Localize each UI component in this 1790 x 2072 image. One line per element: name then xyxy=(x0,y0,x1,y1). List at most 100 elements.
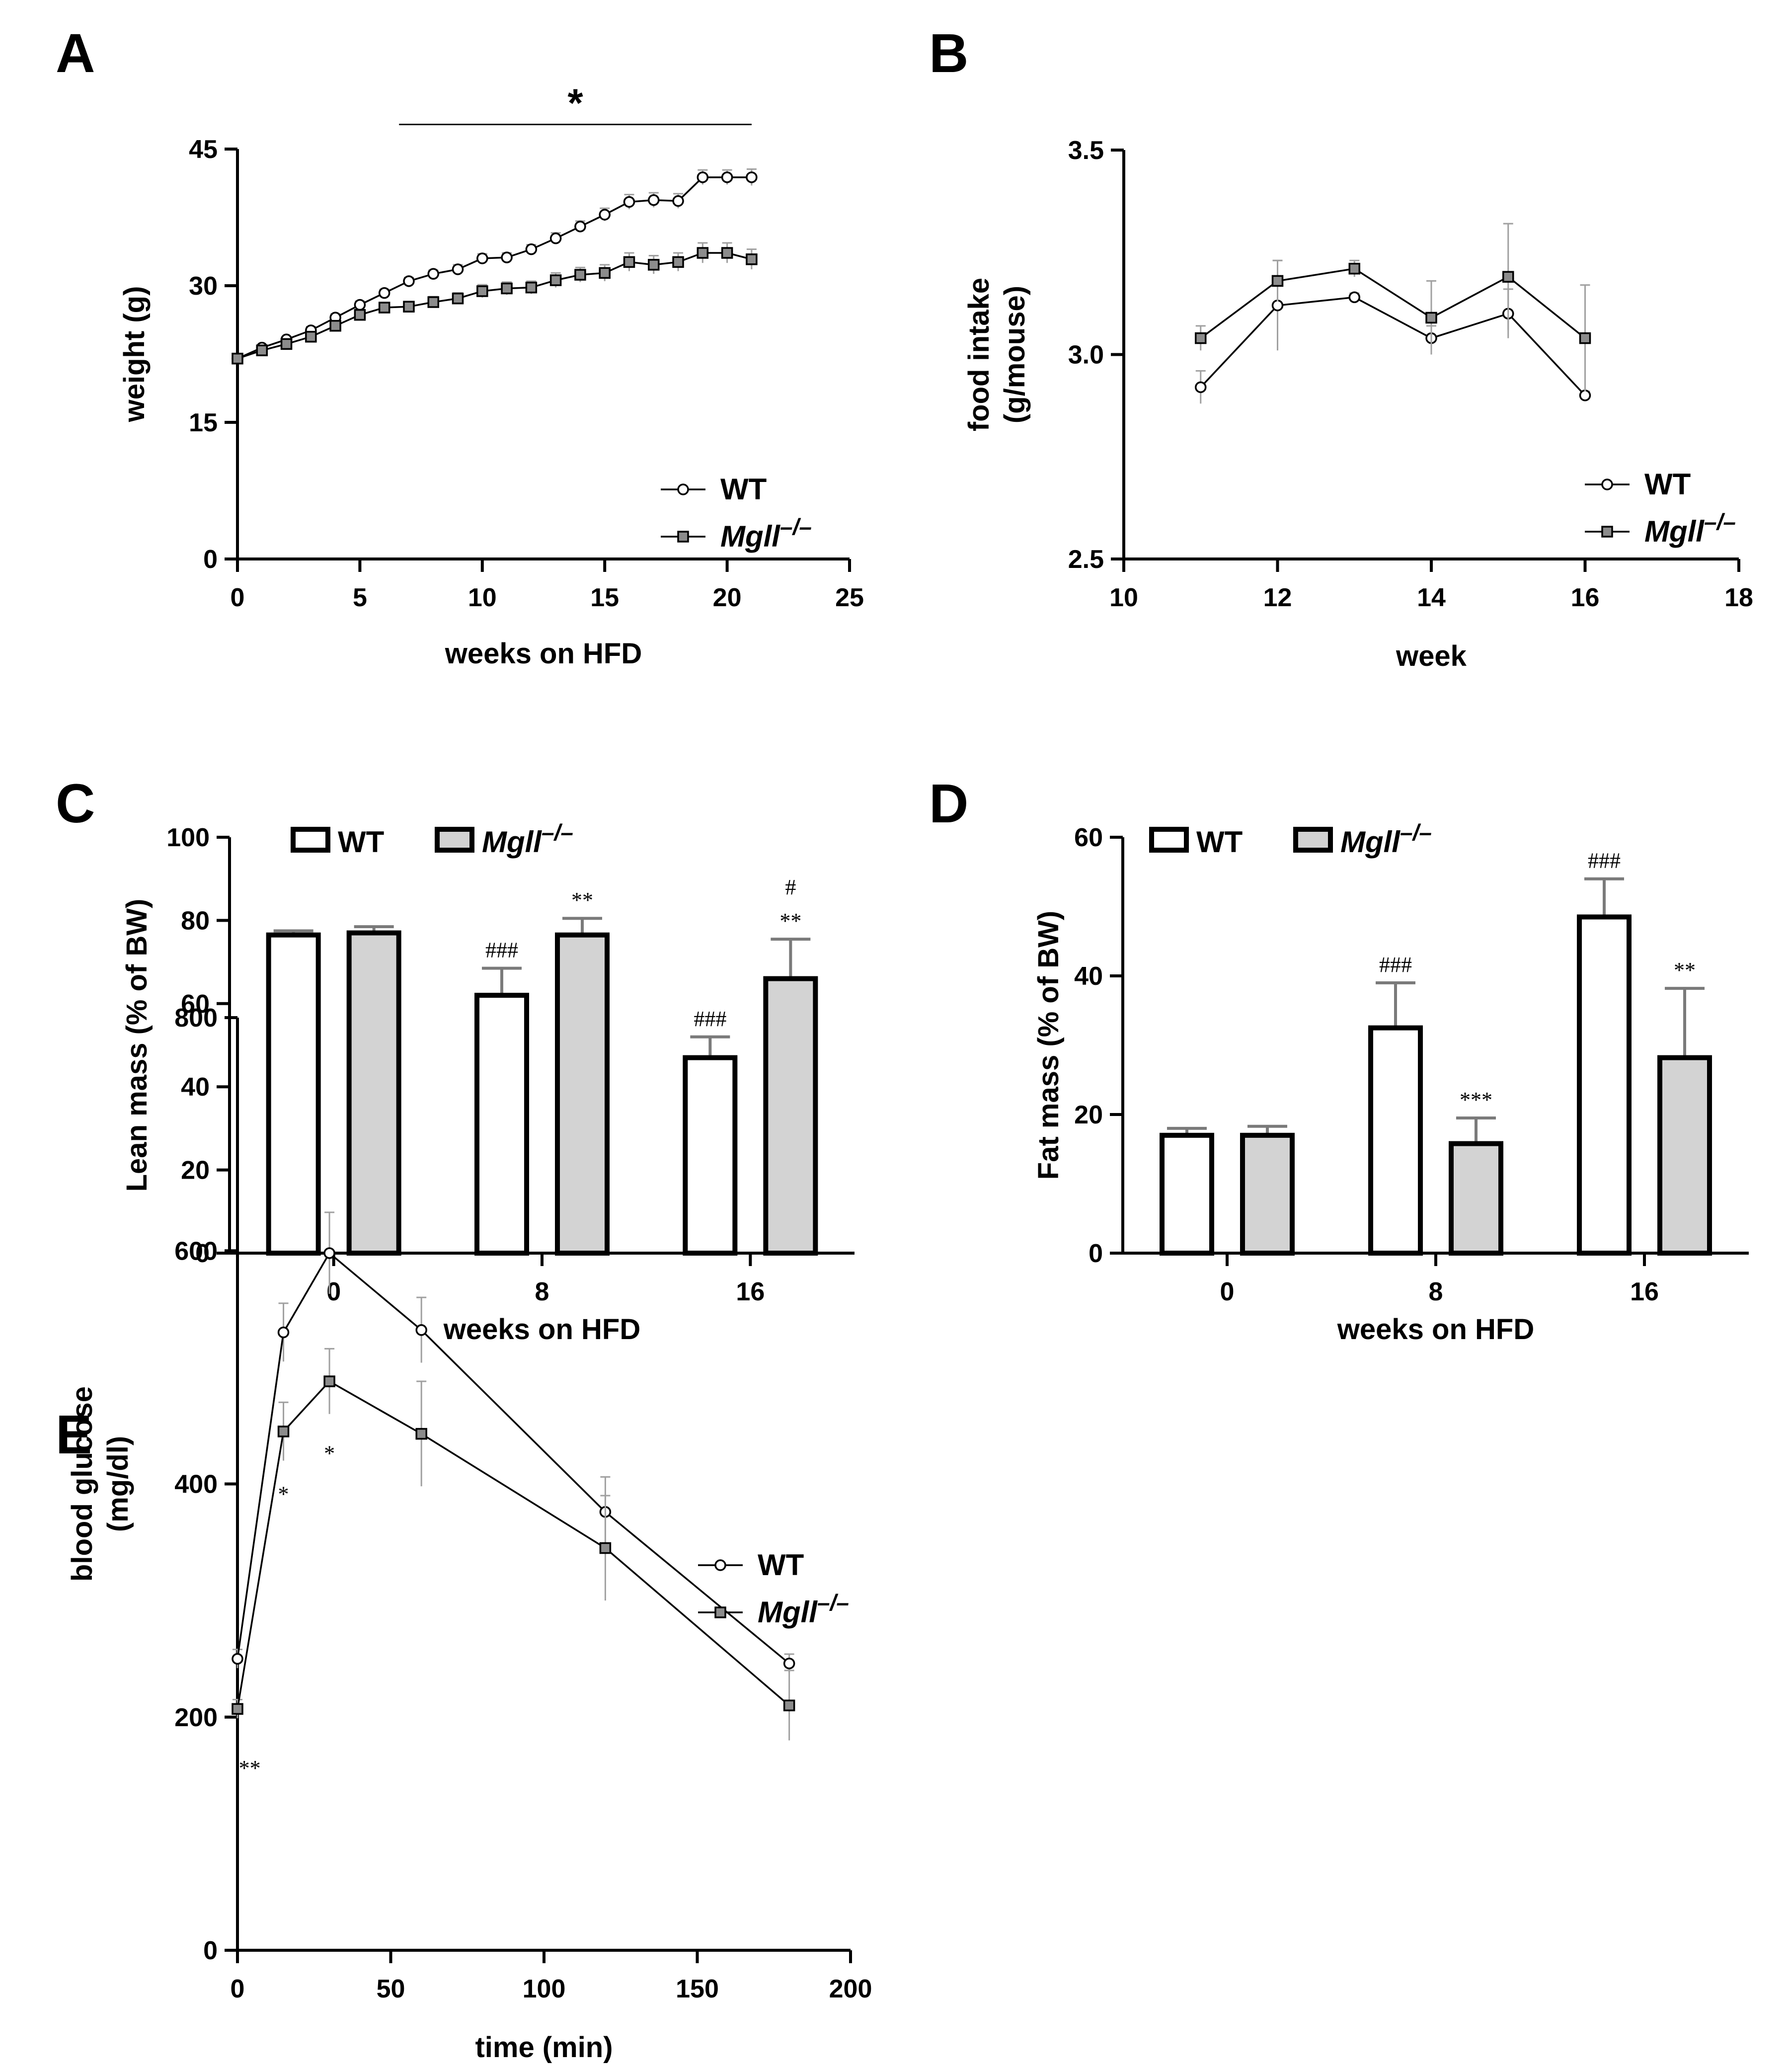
bar-mgll xyxy=(1449,1141,1503,1256)
data-point-mgll xyxy=(1195,332,1207,344)
significance-marker: ### xyxy=(485,938,518,962)
data-point-mgll xyxy=(1502,271,1514,283)
x-tick-label: 25 xyxy=(835,583,864,612)
x-tick-label: 8 xyxy=(535,1277,549,1306)
legend-marker-wt xyxy=(714,1559,726,1571)
data-point-mgll xyxy=(277,1426,290,1437)
x-tick-label: 10 xyxy=(468,583,497,612)
data-point-wt xyxy=(1271,299,1284,312)
legend-label-mgll: Mgll–/– xyxy=(1340,819,1432,859)
data-point-mgll xyxy=(1425,312,1437,324)
bar-wt xyxy=(474,993,529,1256)
bar-mgll xyxy=(1657,1055,1712,1256)
x-tick-label: 200 xyxy=(829,1975,872,2003)
data-point-wt xyxy=(452,263,464,275)
y-tick-label: 60 xyxy=(181,990,210,1019)
data-point-mgll xyxy=(599,267,611,279)
x-tick-label: 18 xyxy=(1724,583,1753,612)
significance-marker: * xyxy=(567,81,583,125)
data-point-mgll xyxy=(476,285,488,297)
significance-marker: ### xyxy=(1588,849,1621,873)
x-tick-label: 16 xyxy=(1630,1277,1659,1306)
legend-marker-mgll xyxy=(677,531,689,543)
significance-marker: ### xyxy=(694,1007,726,1031)
y-axis-title: blood glucose (mg/dl) xyxy=(66,1386,134,1582)
y-axis-title: food intake (g/mouse) xyxy=(963,278,1031,431)
legend-label-mgll: Mgll–/– xyxy=(758,1590,849,1629)
significance-marker: * xyxy=(324,1441,335,1466)
x-tick-label: 0 xyxy=(326,1277,341,1306)
series-line-mgll xyxy=(236,1380,790,1709)
bar-mgll xyxy=(346,930,401,1256)
x-tick-label: 100 xyxy=(523,1975,566,2003)
panel-letter: C xyxy=(56,773,95,834)
data-point-wt xyxy=(599,209,611,221)
legend-label-wt: WT xyxy=(720,473,767,506)
data-point-mgll xyxy=(697,247,709,259)
data-point-mgll xyxy=(783,1699,795,1712)
x-tick-label: 0 xyxy=(1220,1277,1235,1306)
bar-mgll xyxy=(555,932,610,1256)
y-axis-title: weight (g) xyxy=(118,286,151,423)
data-point-wt xyxy=(721,171,733,183)
data-point-mgll xyxy=(1579,332,1591,344)
y-tick-label: 2.5 xyxy=(1068,545,1104,574)
y-tick-label: 30 xyxy=(189,272,218,301)
significance-marker: ** xyxy=(1674,958,1696,982)
y-tick-label: 40 xyxy=(1074,962,1103,991)
x-tick-label: 12 xyxy=(1263,583,1292,612)
y-tick-label: 0 xyxy=(203,545,218,574)
legend-swatch-mgll xyxy=(435,827,474,853)
bar-mgll xyxy=(1240,1132,1295,1256)
legend-label-mgll: Mgll–/– xyxy=(720,514,812,553)
data-point-mgll xyxy=(232,352,243,365)
series-line-mgll xyxy=(237,252,752,360)
y-tick-label: 0 xyxy=(203,1936,218,1965)
legend-swatch-mgll xyxy=(1293,827,1333,853)
bar-wt xyxy=(683,1055,738,1256)
x-tick-label: 0 xyxy=(231,1975,245,2003)
y-tick-label: 60 xyxy=(1074,823,1103,852)
x-axis-title: weeks on HFD xyxy=(443,1313,640,1346)
legend-label-wt: WT xyxy=(1196,825,1243,859)
data-point-wt xyxy=(746,171,758,183)
legend-marker-wt xyxy=(1601,478,1613,490)
data-point-mgll xyxy=(280,338,293,350)
panel-d: D 0 20 40 60 Fat mass (% of BW) weeks on HFD 0 8… xyxy=(929,773,1749,1346)
significance-marker: * xyxy=(278,1482,289,1507)
bar-wt xyxy=(1577,914,1632,1256)
x-axis-title: weeks on HFD xyxy=(445,638,642,670)
data-point-mgll xyxy=(623,256,635,268)
y-tick-label: 45 xyxy=(189,135,218,164)
data-point-wt xyxy=(549,232,562,244)
y-tick-label: 3.5 xyxy=(1068,136,1104,165)
data-point-mgll xyxy=(323,1375,335,1387)
y-tick-label: 15 xyxy=(189,408,218,437)
significance-marker: ** xyxy=(239,1756,261,1780)
panel-letter: D xyxy=(929,773,968,834)
legend-swatch-wt xyxy=(1149,827,1189,853)
y-tick-label: 400 xyxy=(174,1470,218,1499)
significance-marker: ** xyxy=(779,909,801,933)
data-point-wt xyxy=(1348,291,1360,304)
data-point-wt xyxy=(574,221,586,233)
data-point-mgll xyxy=(378,302,390,314)
data-point-mgll xyxy=(599,1542,612,1554)
data-point-wt xyxy=(501,251,513,263)
x-tick-label: 8 xyxy=(1429,1277,1443,1306)
x-tick-label: 5 xyxy=(353,583,367,612)
data-point-wt xyxy=(277,1326,290,1339)
legend-marker-wt xyxy=(677,483,689,495)
data-point-wt xyxy=(697,171,709,183)
legend-swatch-wt xyxy=(291,827,330,853)
data-point-wt xyxy=(403,275,415,287)
data-point-wt xyxy=(476,252,488,264)
x-tick-label: 0 xyxy=(231,583,245,612)
data-point-wt xyxy=(783,1658,795,1670)
y-tick-label: 100 xyxy=(166,823,210,852)
panel-letter: B xyxy=(929,23,968,84)
y-tick-label: 600 xyxy=(174,1237,218,1266)
legend-marker-mgll xyxy=(714,1606,726,1618)
y-tick-label: 20 xyxy=(1074,1101,1103,1129)
